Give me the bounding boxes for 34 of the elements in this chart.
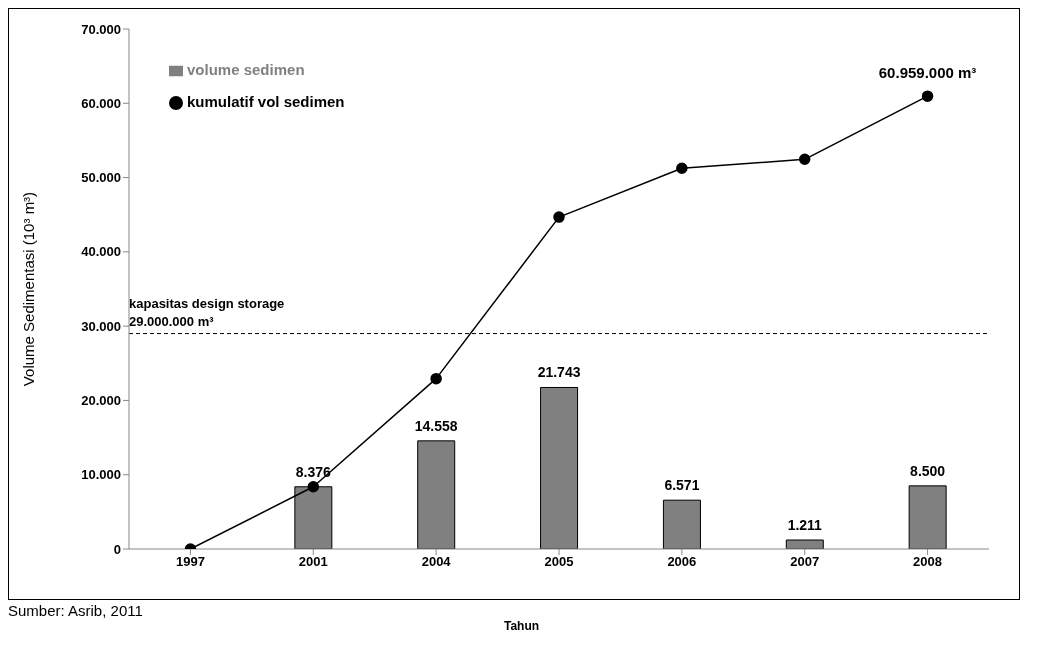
text: Sumber: Asrib, 2011 bbox=[8, 602, 144, 619]
annotation: 60.959.000 m³ bbox=[878, 64, 977, 82]
point bbox=[676, 162, 688, 175]
ref-line-label: kapasitas design storage 29.000.000 m³ bbox=[129, 295, 285, 329]
point bbox=[430, 372, 442, 385]
data-label: 14.558 bbox=[414, 417, 458, 434]
x-tick-label: 2006 bbox=[667, 554, 697, 570]
point bbox=[307, 481, 320, 493]
x-tick-label: 2008 bbox=[913, 554, 943, 570]
data-label: 6.571 bbox=[664, 477, 700, 494]
y-tick-label: 60.000 bbox=[81, 95, 121, 111]
y-tick-label: 20.000 bbox=[81, 393, 121, 409]
y-tick-label: 40.000 bbox=[81, 244, 121, 260]
y-tick-label: 70.000 bbox=[81, 21, 121, 37]
x-tick-label: 2005 bbox=[544, 554, 574, 570]
x-tick-label: 1997 bbox=[175, 554, 205, 570]
data-label: 21.743 bbox=[537, 364, 581, 381]
y-axis-title: Volume Sedimentasi (10³ m³) bbox=[20, 191, 38, 387]
point bbox=[553, 211, 565, 223]
data-label: 8.376 bbox=[295, 463, 332, 480]
y-tick-label: 10.000 bbox=[81, 467, 121, 483]
point bbox=[921, 90, 934, 102]
y-tick-label: 30.000 bbox=[81, 318, 121, 334]
legend-label: volume sedimen bbox=[187, 61, 305, 78]
x-tick-label: 2004 bbox=[421, 554, 452, 570]
data-label: 1.211 bbox=[787, 517, 823, 533]
data-label: 8.500 bbox=[910, 462, 946, 479]
x-tick-label: 2007 bbox=[790, 554, 820, 570]
legend-label: kumulatif vol sedimen bbox=[187, 93, 345, 110]
y-tick-label: 50.000 bbox=[81, 170, 121, 186]
y-tick-label: 0 bbox=[113, 541, 121, 557]
x-tick-label: 2001 bbox=[298, 554, 328, 570]
x-axis-title: Tahun bbox=[502, 619, 541, 633]
point bbox=[798, 153, 811, 166]
